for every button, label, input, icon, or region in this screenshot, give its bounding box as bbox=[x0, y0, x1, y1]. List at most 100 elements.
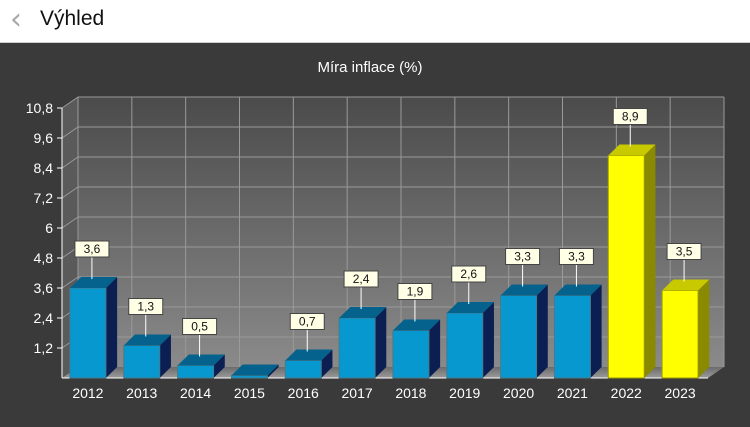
bar-2018: 1,9 bbox=[392, 283, 441, 379]
bar-top bbox=[446, 302, 494, 313]
data-label: 1,3 bbox=[137, 300, 154, 314]
data-label: 0,5 bbox=[191, 320, 208, 334]
chart-area: Míra inflace (%) 1,2 2,4 3,6 4,8 6 7,2 8,4 9,6 1… bbox=[0, 43, 750, 422]
bar-side bbox=[590, 284, 602, 378]
x-tick-label: 2012 bbox=[72, 385, 103, 401]
data-label: 2,4 bbox=[353, 272, 370, 286]
data-label-box bbox=[397, 283, 433, 300]
x-tick-label: 2018 bbox=[395, 385, 426, 401]
bar-top bbox=[392, 319, 441, 331]
bar-2016: 0,7 bbox=[284, 313, 333, 379]
x-tick-label: 2017 bbox=[342, 385, 373, 401]
data-label-box bbox=[74, 240, 110, 258]
y-tick-label: 1,2 bbox=[34, 340, 54, 356]
x-tick-label: 2020 bbox=[503, 385, 534, 401]
y-tick-label: 8,4 bbox=[34, 160, 54, 176]
bar-top bbox=[500, 284, 548, 296]
bar-side bbox=[375, 307, 387, 378]
grid-line-side bbox=[61, 156, 79, 169]
bar-front bbox=[500, 295, 538, 379]
y-tick-label: 3,6 bbox=[34, 280, 54, 296]
bar-side bbox=[482, 302, 494, 378]
bar-2013: 1,3 bbox=[123, 298, 171, 379]
y-tick-label: 6 bbox=[45, 220, 53, 236]
bar-front bbox=[177, 365, 215, 379]
x-tick-label: 2019 bbox=[449, 385, 480, 401]
inflation-chart: Míra inflace (%) 1,22,43,64,867,28,49,61… bbox=[26, 59, 725, 401]
chevron-left-icon[interactable]: ‹ bbox=[10, 2, 22, 37]
x-tick-label: 2023 bbox=[665, 385, 696, 401]
bar-2021: 3,3 bbox=[553, 248, 602, 379]
bar-front bbox=[607, 155, 645, 379]
bar-top bbox=[177, 354, 225, 366]
x-tick-label: 2016 bbox=[288, 385, 319, 401]
bar-side bbox=[644, 144, 656, 378]
bar-front bbox=[230, 375, 268, 379]
data-label: 8,9 bbox=[622, 110, 639, 124]
bar-front bbox=[69, 287, 107, 379]
x-tick-label: 2022 bbox=[611, 385, 642, 401]
bar-2012: 3,6 bbox=[69, 240, 118, 379]
bar-side bbox=[213, 354, 225, 378]
bar-front bbox=[661, 290, 699, 379]
data-label: 3,5 bbox=[676, 245, 693, 259]
bar-2014: 0,5 bbox=[177, 318, 225, 379]
y-tick-label: 9,6 bbox=[34, 130, 54, 146]
data-label: 3,6 bbox=[84, 242, 101, 256]
data-label-box bbox=[666, 243, 702, 260]
bar-2023: 3,5 bbox=[661, 243, 710, 379]
bar-front bbox=[392, 330, 430, 379]
bar-2015 bbox=[230, 364, 279, 379]
data-label-box bbox=[343, 270, 379, 288]
data-label: 1,9 bbox=[407, 285, 424, 299]
bar-2022: 8,9 bbox=[607, 108, 656, 379]
bar-2019: 2,6 bbox=[446, 265, 494, 379]
x-tick-label: 2014 bbox=[180, 385, 211, 401]
bar-top bbox=[123, 334, 171, 346]
x-tick-label: 2021 bbox=[557, 385, 588, 401]
y-tick-label: 10,8 bbox=[26, 100, 53, 116]
bar-top bbox=[608, 144, 656, 156]
x-tick-label: 2013 bbox=[126, 385, 157, 401]
data-label-box bbox=[612, 108, 648, 125]
y-tick-label: 7,2 bbox=[34, 190, 54, 206]
grid-line-side bbox=[61, 96, 79, 109]
bar-top bbox=[69, 277, 118, 288]
bar-side bbox=[105, 277, 118, 378]
chart-title: Míra inflace (%) bbox=[317, 59, 422, 76]
bar-side bbox=[267, 364, 279, 378]
grid-line-side bbox=[61, 126, 79, 139]
data-label: 3,3 bbox=[568, 250, 585, 264]
page-title: Výhled bbox=[40, 7, 105, 30]
bar-side bbox=[536, 284, 548, 378]
data-label: 2,6 bbox=[460, 267, 477, 281]
grid-line-side bbox=[61, 216, 79, 229]
bar-front bbox=[338, 317, 376, 379]
bar-front bbox=[284, 360, 322, 379]
bar-top bbox=[662, 279, 710, 291]
bar-top bbox=[339, 307, 387, 318]
grid-line-side bbox=[61, 276, 79, 289]
bar-2020: 3,3 bbox=[500, 248, 548, 379]
data-label-box bbox=[505, 248, 541, 265]
plot-area: 1,2 2,4 3,6 4,8 6 7,2 8,4 9,6 10,8 3,6 2012 1,3 2013… bbox=[26, 96, 725, 401]
bar-side bbox=[698, 279, 710, 378]
y-tick-label: 2,4 bbox=[34, 310, 54, 326]
data-label-box bbox=[182, 318, 218, 335]
data-label-box bbox=[128, 298, 164, 315]
bar-side bbox=[159, 334, 171, 378]
bar-front bbox=[123, 345, 161, 379]
data-label: 3,3 bbox=[514, 250, 531, 264]
bar-top bbox=[554, 284, 602, 296]
bar-top bbox=[231, 364, 279, 376]
grid-line-side bbox=[61, 186, 79, 199]
data-label-box bbox=[558, 248, 594, 265]
bar-2017: 2,4 bbox=[338, 270, 387, 379]
data-label-box bbox=[289, 313, 325, 330]
data-label-box bbox=[451, 265, 487, 283]
bar-top bbox=[285, 349, 333, 361]
bar-front bbox=[553, 295, 591, 379]
bar-front bbox=[446, 312, 484, 379]
y-tick-label: 4,8 bbox=[34, 250, 54, 266]
data-label: 0,7 bbox=[299, 315, 316, 329]
